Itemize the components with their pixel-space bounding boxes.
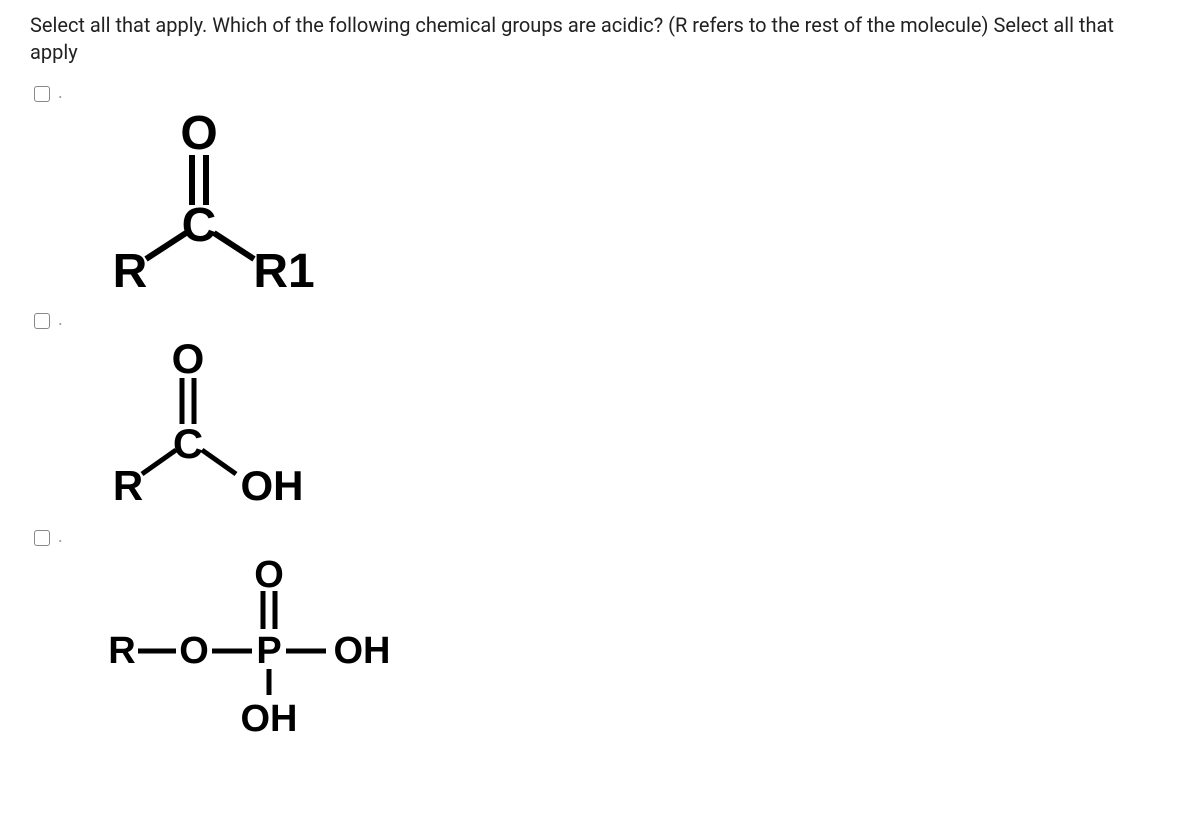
structure-ketone: O C R R1 (102, 111, 332, 311)
question-text: Select all that apply. Which of the foll… (30, 12, 1150, 66)
ketone-o-label: O (180, 111, 217, 160)
phosphate-r-label: R (108, 630, 135, 672)
option-phosphate: . (30, 528, 1170, 547)
checkbox-ketone[interactable] (34, 86, 50, 102)
ketone-c-label: C (182, 199, 217, 252)
option-ketone: . (30, 84, 1170, 103)
structure-carboxylic-acid-wrap: O C R OH (30, 338, 1170, 528)
carboxyl-r-label: R (113, 462, 143, 509)
phosphate-oh-right-label: OH (334, 630, 391, 672)
checkbox-carboxylic-acid[interactable] (34, 313, 50, 329)
carboxyl-c-label: C (173, 420, 203, 467)
carboxyl-o-label: O (172, 338, 205, 382)
option-marker: . (58, 526, 63, 547)
option-marker: . (58, 309, 63, 330)
phosphate-p-label: P (256, 630, 281, 672)
phosphate-o1-label: O (179, 630, 209, 672)
carboxyl-oh-label: OH (241, 462, 304, 509)
ketone-r-label: R (113, 245, 148, 298)
structure-phosphate: O R O P OH OH (102, 555, 432, 755)
structure-phosphate-wrap: O R O P OH OH (30, 555, 1170, 755)
ketone-r1-label: R1 (253, 245, 314, 298)
phosphate-oh-bottom-label: OH (241, 698, 298, 740)
structure-ketone-wrap: O C R R1 (30, 111, 1170, 311)
checkbox-phosphate[interactable] (34, 530, 50, 546)
structure-carboxylic-acid: O C R OH (102, 338, 332, 528)
option-carboxylic-acid: . (30, 311, 1170, 330)
phosphate-o-top-label: O (254, 555, 284, 596)
option-marker: . (58, 82, 63, 103)
